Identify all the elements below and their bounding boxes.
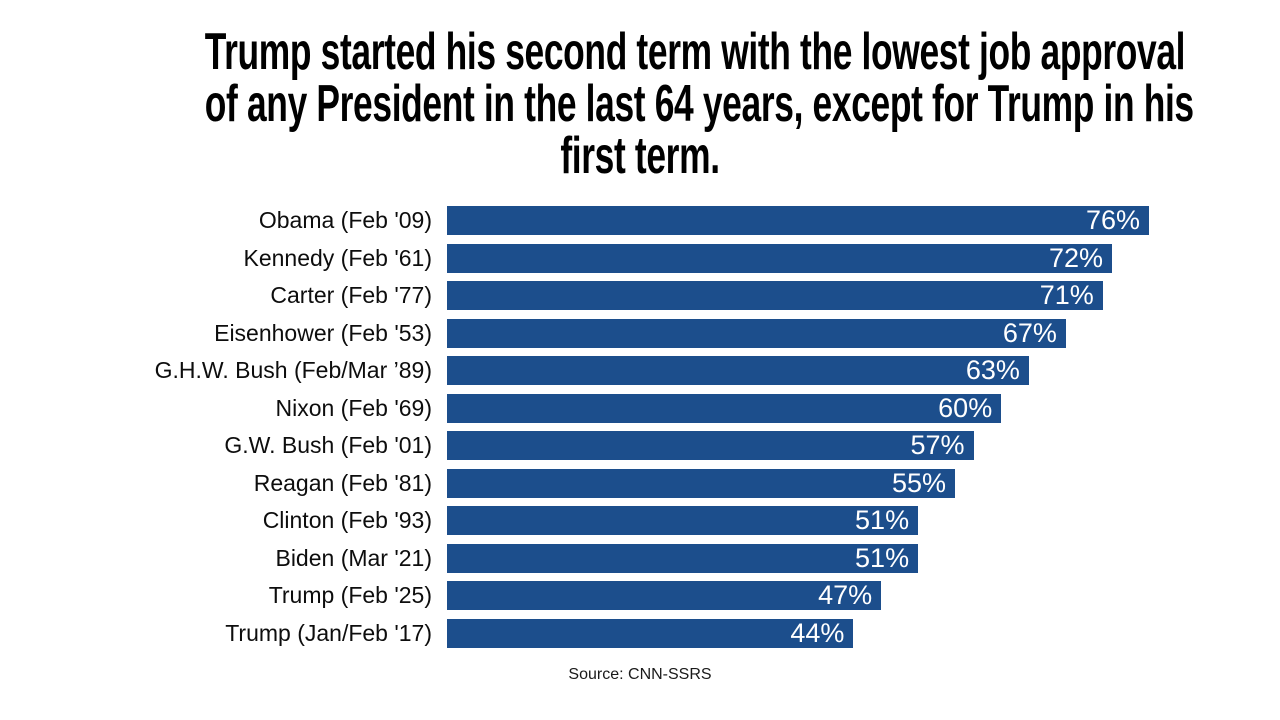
bar: 67% bbox=[447, 317, 1066, 348]
bar-value-label: 55% bbox=[891, 467, 947, 498]
bar: 63% bbox=[447, 356, 1029, 385]
bar-track: 47% bbox=[447, 581, 1149, 610]
bar-value-label: 51% bbox=[855, 505, 910, 535]
bar: 44% bbox=[447, 617, 854, 648]
bar-track: 60% bbox=[447, 392, 1149, 423]
bar: 71% bbox=[447, 281, 1103, 310]
bar-row: G.W. Bush (Feb '01) 57% bbox=[0, 431, 1280, 460]
bar-value-label: 71% bbox=[1039, 280, 1094, 310]
bar-row: G.H.W. Bush (Feb/Mar ’89) 63% bbox=[0, 356, 1280, 385]
bar-track: 51% bbox=[447, 506, 1149, 535]
bar-category-label: Biden (Mar '21) bbox=[275, 544, 432, 571]
bar-track: 51% bbox=[447, 542, 1149, 573]
bar-row: Carter (Feb '77) 71% bbox=[0, 281, 1280, 310]
bar-category-label: Clinton (Feb '93) bbox=[262, 507, 432, 533]
bar-value-label: 44% bbox=[790, 617, 845, 648]
bar-value-label: 76% bbox=[1085, 205, 1140, 235]
bar-row: Clinton (Feb '93) 51% bbox=[0, 506, 1280, 535]
bar: 60% bbox=[447, 392, 1002, 423]
bar-category-label: Reagan (Feb '81) bbox=[253, 469, 432, 496]
bar-row: Nixon (Feb '69) 60% bbox=[0, 392, 1280, 423]
bar-row: Trump (Feb '25) 47% bbox=[0, 581, 1280, 610]
bar-category-label: Carter (Feb '77) bbox=[270, 282, 432, 308]
bar-value-label: 47% bbox=[818, 580, 873, 610]
bar-category-label: Kennedy (Feb '61) bbox=[243, 244, 432, 271]
bar-track: 44% bbox=[447, 617, 1149, 648]
bar: 55% bbox=[447, 467, 956, 498]
bar: 76% bbox=[447, 206, 1149, 235]
page-root: Trump started his second term with the l… bbox=[0, 0, 1280, 683]
bar: 51% bbox=[447, 542, 919, 573]
bar-chart: Obama (Feb '09) 76% Kennedy (Feb '61) 72% Ca… bbox=[0, 206, 1280, 648]
bar-row: Obama (Feb '09) 76% bbox=[0, 206, 1280, 235]
chart-title-line: of any President in the last 64 years, e… bbox=[204, 75, 1194, 133]
bar-category-label: Trump (Feb '25) bbox=[268, 582, 432, 608]
bar-category-label: G.H.W. Bush (Feb/Mar ’89) bbox=[154, 357, 432, 383]
bar-category-label: Obama (Feb '09) bbox=[258, 207, 432, 233]
bar-value-label: 63% bbox=[965, 355, 1020, 385]
bar: 51% bbox=[447, 505, 919, 535]
bar-row: Trump (Jan/Feb '17) 44% bbox=[0, 617, 1280, 648]
bar-value-label: 57% bbox=[910, 430, 965, 460]
bar-track: 76% bbox=[447, 206, 1149, 235]
chart-title-line: Trump started his second term with the l… bbox=[204, 23, 1186, 81]
bar-track: 72% bbox=[447, 242, 1149, 273]
bar: 47% bbox=[447, 580, 882, 610]
bar-row: Kennedy (Feb '61) 72% bbox=[0, 242, 1280, 273]
bar-value-label: 60% bbox=[938, 392, 993, 423]
bar-value-label: 67% bbox=[1002, 317, 1057, 348]
chart-title: Trump started his second term with the l… bbox=[0, 0, 1280, 182]
bar: 72% bbox=[447, 242, 1113, 273]
bar-track: 55% bbox=[447, 467, 1149, 498]
bar-track: 67% bbox=[447, 317, 1149, 348]
bar-category-label: Eisenhower (Feb '53) bbox=[214, 319, 432, 346]
bar-category-label: Trump (Jan/Feb '17) bbox=[225, 619, 432, 646]
bar-track: 57% bbox=[447, 431, 1149, 460]
bar-track: 71% bbox=[447, 281, 1149, 310]
bar: 57% bbox=[447, 431, 974, 460]
bar-row: Reagan (Feb '81) 55% bbox=[0, 467, 1280, 498]
bar-category-label: Nixon (Feb '69) bbox=[275, 394, 432, 421]
bar-track: 63% bbox=[447, 356, 1149, 385]
bar-value-label: 51% bbox=[855, 542, 910, 573]
bar-row: Eisenhower (Feb '53) 67% bbox=[0, 317, 1280, 348]
chart-title-line: first term. bbox=[560, 127, 720, 185]
bar-value-label: 72% bbox=[1049, 242, 1104, 273]
source-note: Source: CNN-SSRS bbox=[568, 665, 712, 683]
bar-category-label: G.W. Bush (Feb '01) bbox=[224, 432, 432, 458]
bar-row: Biden (Mar '21) 51% bbox=[0, 542, 1280, 573]
